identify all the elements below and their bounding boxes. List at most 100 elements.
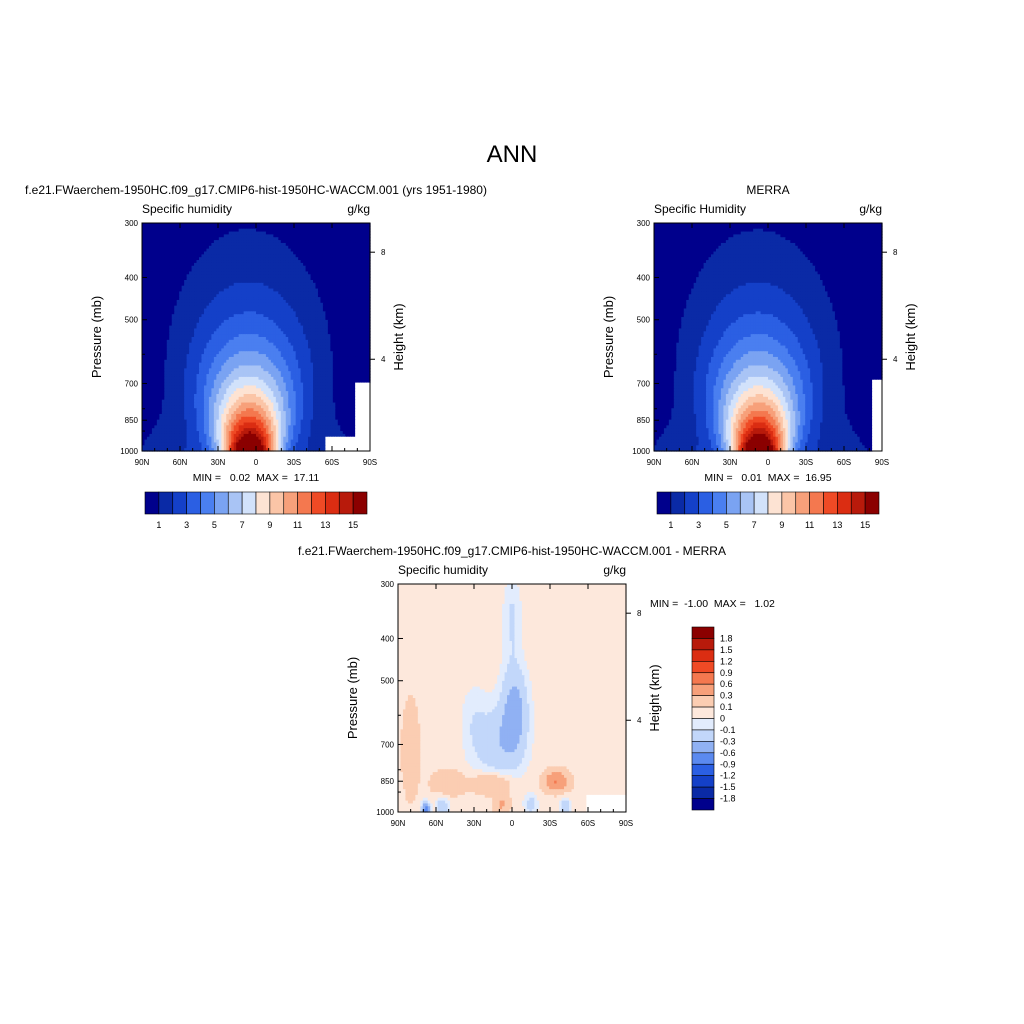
contour-cell (166, 240, 170, 244)
contour-cell (151, 248, 155, 253)
contour-cell (151, 254, 155, 258)
contour-cell (189, 257, 193, 261)
contour-cell (263, 228, 267, 233)
contour-cell (315, 225, 319, 230)
contour-cell (256, 234, 260, 238)
contour-cell (171, 228, 175, 233)
contour-cell (345, 240, 349, 244)
contour-cell (169, 245, 173, 250)
contour-cell (265, 254, 269, 258)
contour-cell (278, 234, 282, 238)
contour-cell (221, 248, 225, 253)
contour-cell (189, 237, 193, 241)
contour-cell (251, 248, 255, 253)
contour-cell (243, 251, 247, 255)
contour-cell (156, 240, 160, 244)
contour-cell (231, 248, 235, 253)
contour-cell (290, 251, 294, 255)
contour-cell (313, 257, 317, 261)
contour-cell (238, 228, 242, 233)
contour-cell (350, 257, 354, 261)
contour-cell (367, 240, 371, 244)
contour-cell (231, 231, 235, 235)
contour-cell (184, 248, 188, 253)
contour-cell (335, 245, 339, 250)
contour-cell (216, 237, 220, 241)
contour-cell (315, 251, 319, 255)
contour-cell (280, 257, 284, 261)
contour-cell (330, 234, 334, 238)
contour-cell (332, 251, 336, 255)
contour-cell (206, 245, 210, 250)
contour-cell (144, 231, 148, 235)
contour-cell (248, 228, 252, 233)
contour-cell (350, 242, 354, 247)
contour-cell (352, 234, 356, 238)
contour-cell (221, 234, 225, 238)
contour-cell (308, 225, 312, 230)
contour-cell (251, 242, 255, 247)
contour-cell (228, 240, 232, 244)
contour-cell (199, 245, 203, 250)
contour-cell (243, 228, 247, 233)
contour-cell (357, 228, 361, 233)
contour-cell (367, 237, 371, 241)
contour-cell (216, 245, 220, 250)
contour-cell (265, 257, 269, 261)
contour-cell (231, 242, 235, 247)
contour-cell (335, 248, 339, 253)
contour-cell (221, 223, 225, 227)
contour-cell (253, 228, 257, 233)
contour-cell (303, 240, 307, 244)
contour-cell (355, 228, 359, 233)
contour-cell (196, 240, 200, 244)
contour-cell (367, 228, 371, 233)
contour-cell (169, 251, 173, 255)
contour-cell (203, 242, 208, 247)
contour-cell (243, 248, 247, 253)
contour-cell (238, 237, 242, 241)
contour-cell (174, 254, 178, 258)
contour-cell (357, 234, 361, 238)
contour-cell (362, 245, 366, 250)
contour-cell (310, 245, 314, 250)
contour-cell (206, 242, 210, 247)
contour-cell (154, 237, 158, 241)
contour-cell (164, 234, 168, 238)
contour-cell (327, 231, 331, 235)
contour-cell (146, 228, 151, 233)
contour-cell (144, 242, 148, 247)
contour-cell (362, 242, 366, 247)
contour-cell (322, 245, 326, 250)
contour-cell (203, 231, 208, 235)
contour-cell (315, 242, 319, 247)
contour-cell (171, 225, 175, 230)
contour-cell (146, 248, 151, 253)
contour-cell (231, 225, 235, 230)
contour-cell (337, 223, 341, 227)
contour-cell (174, 248, 178, 253)
contour-cell (146, 234, 151, 238)
contour-cell (218, 234, 222, 238)
contour-cell (238, 242, 242, 247)
contour-cell (352, 245, 356, 250)
contour-cell (310, 242, 314, 247)
contour-cell (186, 254, 190, 258)
contour-cell (146, 223, 151, 227)
contour-cell (298, 248, 302, 253)
contour-cell (181, 245, 185, 250)
contour-cell (258, 228, 262, 233)
contour-cell (280, 225, 284, 230)
contour-cell (300, 225, 304, 230)
contour-cell (164, 254, 168, 258)
contour-cell (258, 240, 262, 244)
contour-cell (295, 245, 299, 250)
contour-cell (288, 257, 292, 261)
contour-cell (275, 251, 279, 255)
contour-cell (171, 251, 175, 255)
contour-cell (199, 223, 203, 227)
contour-cell (238, 245, 242, 250)
contour-cell (347, 228, 351, 233)
contour-cell (164, 237, 168, 241)
contour-cell (159, 228, 163, 233)
